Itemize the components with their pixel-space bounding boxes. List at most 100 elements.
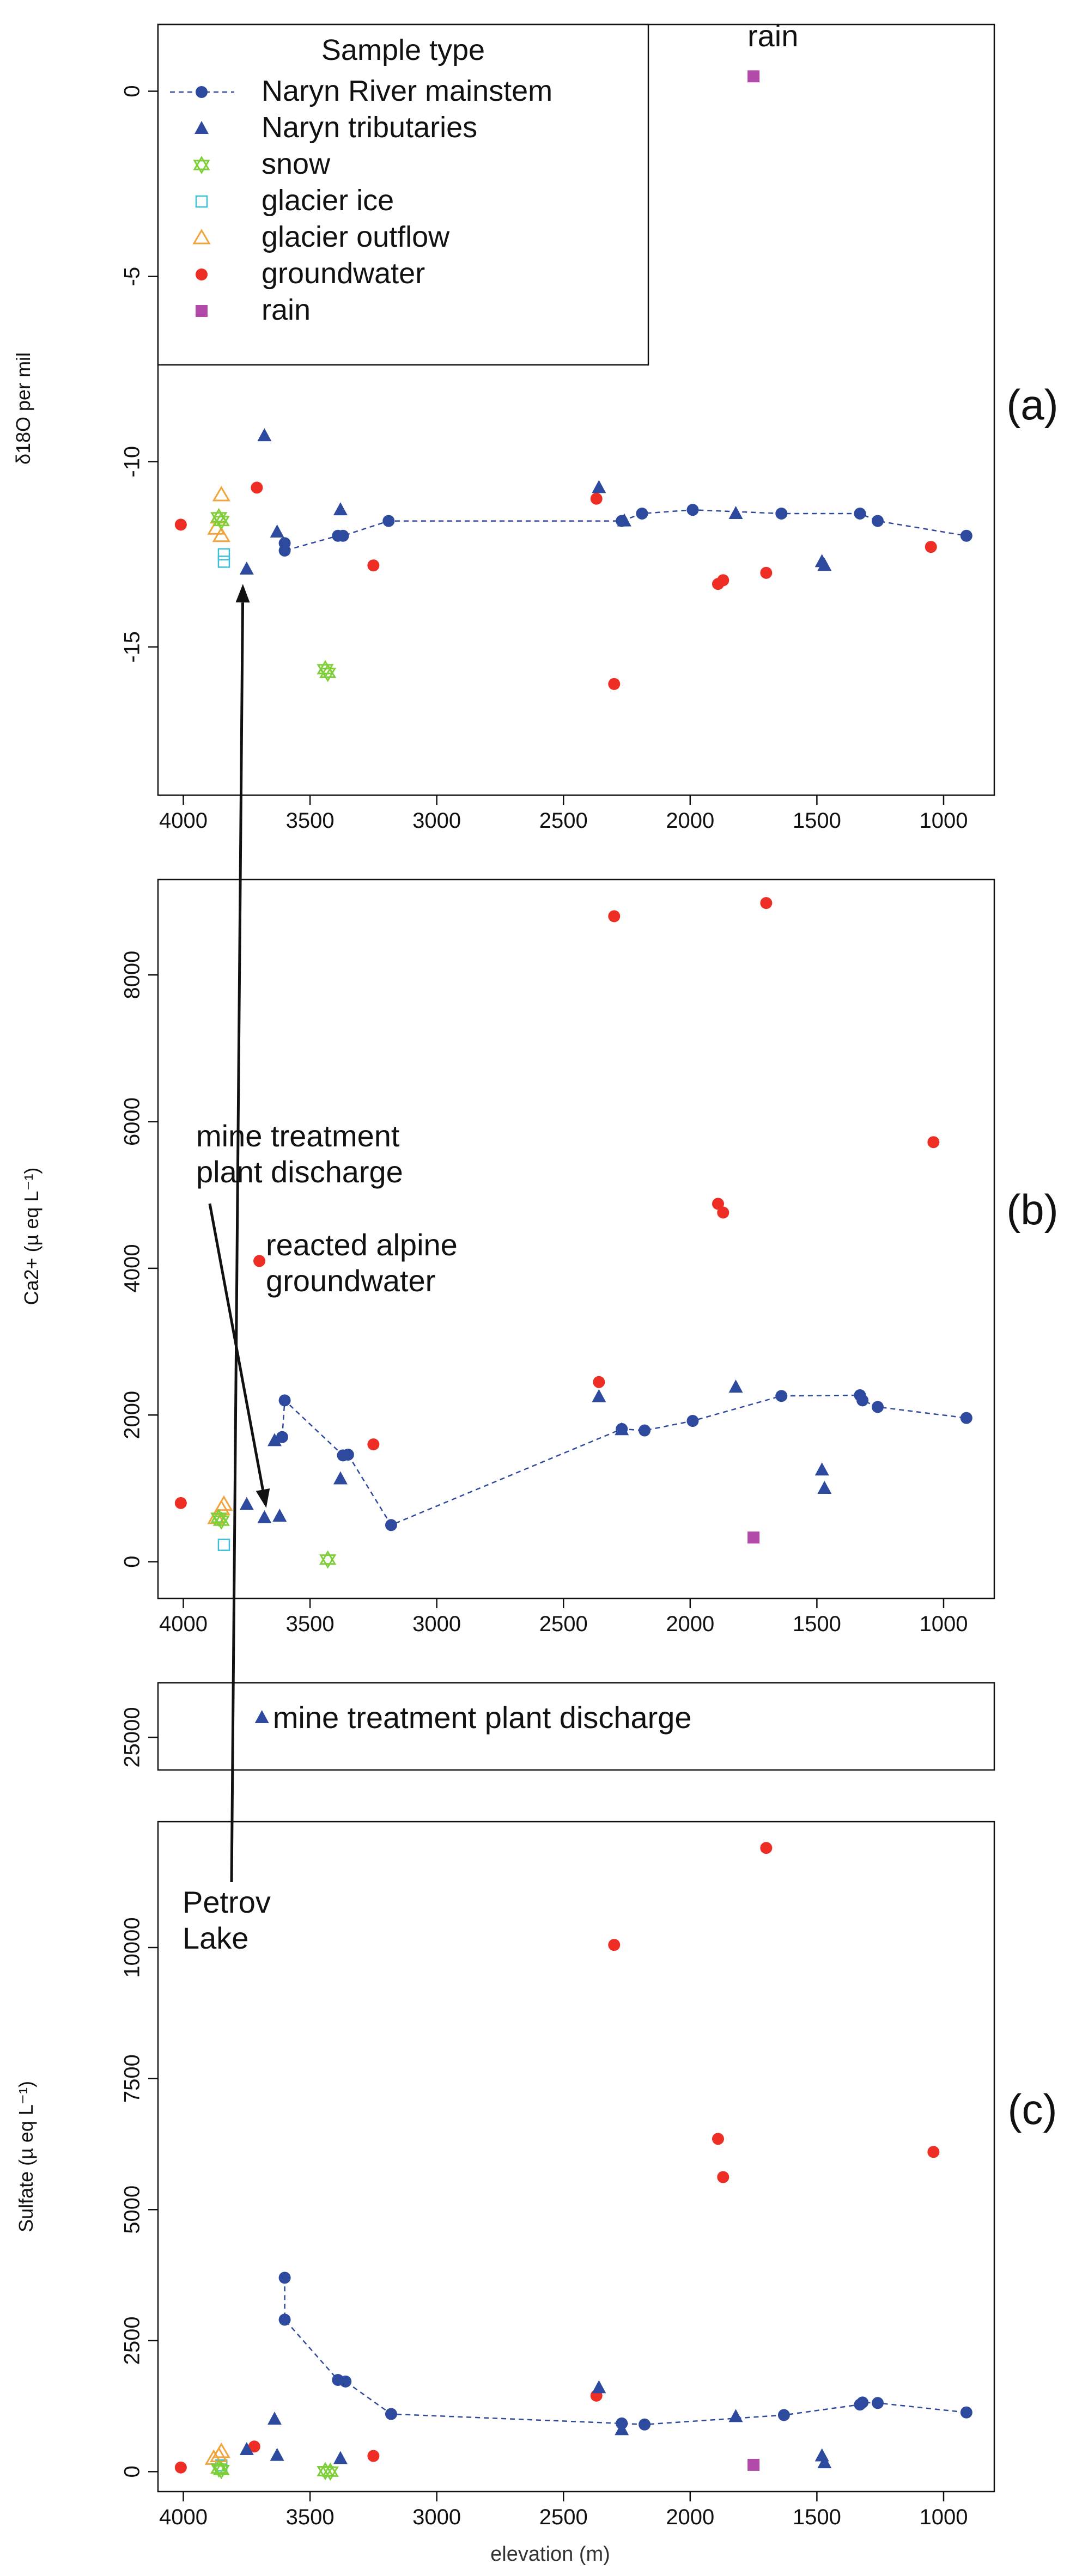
point-a-groundwater-1 [251,481,263,494]
y-tick-label-a-3: -15 [120,631,144,663]
panel-c: 0 2500 5000 7500 10000 4000 3500 3000 2500 2000 15… [15,1682,1057,2529]
point-b-groundwater-2 [367,1438,380,1451]
point-b-mainstem-6 [639,1424,651,1437]
x-tick-label-c-2: 3000 [412,2505,461,2529]
annotation-a-0-line-0: Petrov [183,1885,271,1919]
point-c-snow-3 [321,2462,339,2481]
point-c-mainstem-0 [278,2272,291,2284]
legend-label-tributary: Naryn tributaries [262,111,477,144]
point-b-tributary-8 [814,1462,829,1476]
point-b-tributary-0 [239,1497,254,1510]
point-b-tributary-1 [257,1510,272,1523]
point-c-mainstem-11 [960,2406,972,2419]
point-b-groundwater-3 [593,1376,605,1388]
legend-box [157,23,649,366]
y-tick-label-b-3: 6000 [120,1097,144,1146]
panel-label-c: (c) [1008,2085,1057,2133]
point-c-mainstem-7 [777,2409,790,2421]
panel-a: 0 -5 -10 -15 4000 3500 3000 2500 2000 1500 1000 δ18… [12,19,1059,1955]
break-y-tick-label-0: 25000 [120,1707,144,1767]
point-a-tributary-6 [728,505,743,519]
point-a-groundwater-4 [608,677,621,690]
point-b-tributary-7 [728,1379,743,1393]
point-b-mainstem-12 [960,1412,972,1424]
x-tick-label-a-4: 2000 [666,809,714,833]
y-axis-label-a: δ18O per mil [12,352,34,465]
panel-label-b: (b) [1006,1186,1058,1234]
point-c-snow-0-tri-down [210,2463,228,2478]
legend-label-groundwater: groundwater [262,257,425,290]
point-b-rain-0 [747,1531,760,1544]
point-c-mainstem-9 [856,2396,869,2409]
point-a-mainstem-3 [337,529,349,542]
point-c-mainstem-6 [639,2418,651,2431]
point-a-mainstem-9 [854,507,866,520]
point-b-tributary-5 [592,1389,606,1402]
x-tick-label-c-5: 1500 [793,2505,841,2529]
point-b-mainstem-1 [278,1394,291,1407]
point-b-groundwater-5 [712,1198,724,1210]
legend-marker-snow-tri-down [193,160,210,174]
x-tick-label-b-0: 4000 [159,1612,208,1636]
point-c-mainstem-3 [339,2375,352,2388]
point-c-groundwater-5 [712,2133,724,2145]
x-tick-label-a-2: 3000 [412,809,461,833]
y-tick-label-b-2: 4000 [120,1244,144,1292]
point-b-snow-2-tri-up [319,1550,337,1565]
point-a-glacier_outflow-0 [212,485,230,502]
point-a-snow-3-tri-up [319,663,337,679]
x-tick-label-a-1: 3500 [286,809,335,833]
y-axis-label-c: Sulfate (µ eq L⁻¹) [15,2081,37,2232]
legend-title: Sample type [321,34,485,66]
legend-marker-glacier_ice [195,195,208,208]
point-b-mainstem-5 [616,1423,628,1435]
legend-marker-rain [196,305,208,317]
point-b-tributary-4 [333,1471,348,1485]
point-a-snow-1 [212,511,230,530]
point-c-snow-3-tri-up [321,2462,339,2477]
point-b-tributary-3 [267,1433,282,1446]
point-b-mainstem-3 [342,1449,354,1461]
point-c-snow-1-tri-down [212,2465,230,2480]
x-tick-label-b-4: 2000 [666,1612,714,1636]
x-tick-label-b-2: 3000 [412,1612,461,1636]
point-a-tributary-4 [592,480,606,493]
annotation-arrow-a-0-head [235,584,250,603]
point-a-mainstem-4 [382,515,395,527]
point-a-groundwater-2 [367,559,380,572]
legend-marker-snow-tri-up [193,156,210,170]
break-annotation: mine treatment plant discharge [273,1700,692,1735]
point-c-rain-0 [747,2458,760,2471]
point-b-tributary-2 [272,1509,287,1522]
x-tick-label-c-1: 3500 [286,2505,335,2529]
point-b-snow-2 [319,1550,337,1569]
break-panel-frame [157,1682,995,1771]
point-c-tributary-8 [817,2455,832,2469]
point-b-groundwater-4 [608,910,621,923]
point-a-tributary-2 [239,561,254,575]
point-a-snow-1-tri-down [212,516,230,530]
y-tick-label-c-4: 10000 [120,1917,144,1977]
legend-label-glacier_ice: glacier ice [262,184,394,217]
x-tick-label-a-3: 2500 [539,809,588,833]
point-a-groundwater-7 [760,566,773,579]
legend-marker-groundwater [196,268,208,280]
point-c-groundwater-7 [760,1842,773,1854]
y-tick-label-c-3: 7500 [120,2054,144,2103]
point-b-mainstem-0 [276,1431,288,1443]
point-a-mainstem-1 [278,545,291,557]
panel-label-a: (a) [1006,381,1058,429]
point-c-mainstem-10 [872,2397,884,2409]
x-tick-label-c-0: 4000 [159,2505,208,2529]
point-a-tributary-1 [270,524,284,538]
panel-b: 0 2000 4000 6000 8000 4000 3500 3000 2500 2000 150… [20,878,1059,1636]
legend-marker-mainstem [196,86,208,98]
point-a-snow-3-tri-down [319,668,337,682]
point-a-tributary-3 [333,502,348,516]
point-c-tributary-4 [592,2380,606,2394]
legend: Sample type Naryn River mainstem Naryn tri… [157,23,649,366]
y-tick-label-c-2: 5000 [120,2186,144,2234]
point-a-glacier_ice-0 [217,548,230,561]
